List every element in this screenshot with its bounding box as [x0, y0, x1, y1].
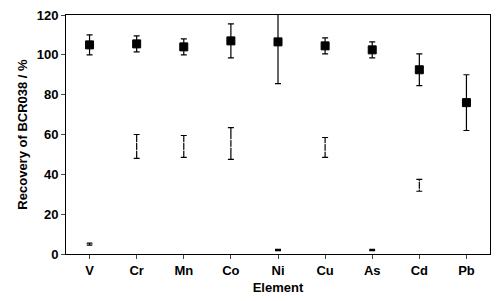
svg-text:Pb: Pb	[458, 263, 475, 278]
svg-text:80: 80	[44, 87, 58, 102]
svg-text:Element: Element	[253, 280, 304, 295]
svg-text:100: 100	[37, 47, 59, 62]
svg-text:60: 60	[44, 127, 58, 142]
svg-text:Co: Co	[222, 263, 239, 278]
svg-text:V: V	[85, 263, 94, 278]
svg-text:40: 40	[44, 167, 58, 182]
svg-text:Cd: Cd	[411, 263, 428, 278]
svg-text:0: 0	[51, 247, 58, 262]
svg-text:As: As	[364, 263, 381, 278]
svg-text:Recovery of BCR038 / %: Recovery of BCR038 / %	[15, 59, 30, 210]
svg-text:120: 120	[37, 8, 59, 23]
svg-text:Ni: Ni	[272, 263, 285, 278]
svg-text:Cu: Cu	[316, 263, 333, 278]
svg-text:Mn: Mn	[174, 263, 193, 278]
svg-text:Cr: Cr	[129, 263, 143, 278]
svg-text:20: 20	[44, 207, 58, 222]
